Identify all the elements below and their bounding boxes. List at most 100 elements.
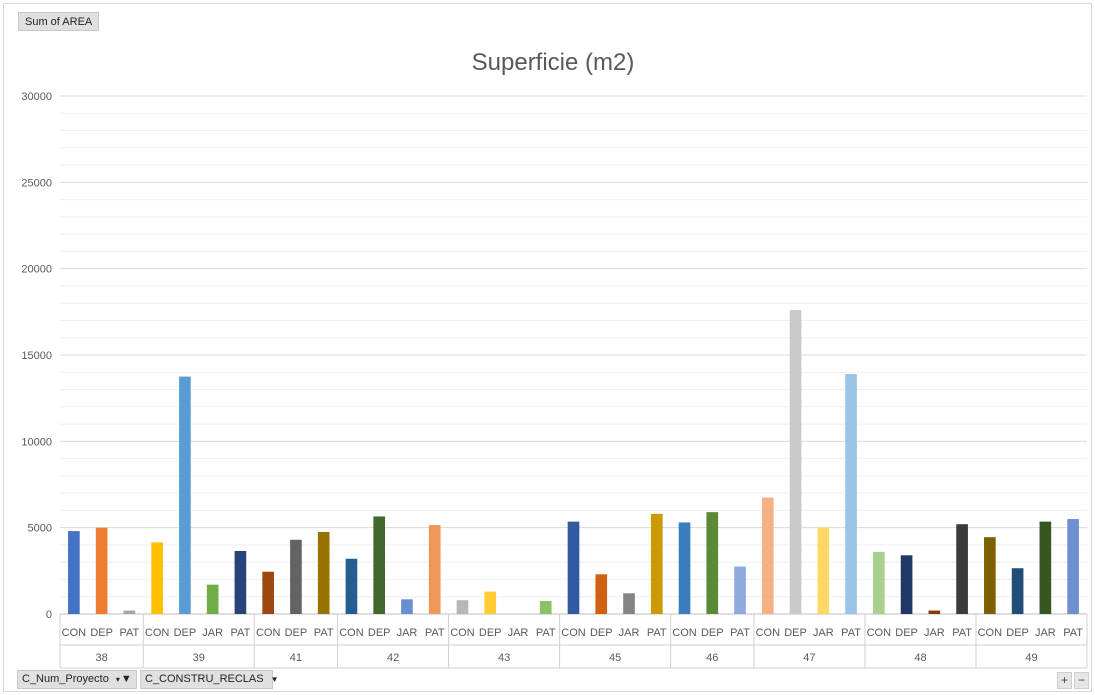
bar-49-dep[interactable]: [1011, 568, 1024, 614]
y-tick-label: 5000: [28, 523, 52, 535]
y-tick-label: 20000: [21, 264, 52, 276]
x-group-label: 42: [387, 652, 399, 664]
y-tick-label: 15000: [21, 350, 52, 362]
value-field-button[interactable]: Sum of AREA: [18, 12, 100, 31]
bar-43-con[interactable]: [456, 600, 469, 614]
axis-field-label: C_Num_Proyecto: [22, 673, 109, 685]
y-tick-label: 10000: [21, 436, 52, 448]
x-category-label: PAT: [120, 627, 140, 639]
x-category-label: DEP: [1006, 627, 1029, 639]
x-category-label: DEP: [701, 627, 724, 639]
bar-45-pat[interactable]: [650, 513, 663, 614]
x-category-label: PAT: [536, 627, 556, 639]
bar-41-pat[interactable]: [317, 531, 330, 614]
x-category-label: JAR: [397, 627, 418, 639]
x-category-label: CON: [756, 627, 781, 639]
bar-45-dep[interactable]: [595, 574, 608, 614]
dropdown-arrow-icon: ▼: [270, 675, 279, 684]
x-group-label: 39: [193, 652, 205, 664]
x-category-label: DEP: [895, 627, 918, 639]
bar-45-con[interactable]: [567, 521, 580, 614]
axis-field-label: C_CONSTRU_RECLAS: [145, 673, 264, 685]
x-category-label: PAT: [1063, 627, 1083, 639]
y-tick-label: 25000: [21, 177, 52, 189]
x-category-label: DEP: [285, 627, 308, 639]
x-category-label: CON: [145, 627, 170, 639]
x-category-label: PAT: [231, 627, 251, 639]
bar-39-jar[interactable]: [206, 584, 219, 614]
x-group-label: 43: [498, 652, 510, 664]
x-group-label: 49: [1025, 652, 1037, 664]
x-category-label: DEP: [174, 627, 197, 639]
bar-41-dep[interactable]: [290, 539, 302, 614]
bar-42-pat[interactable]: [428, 525, 441, 614]
bar-45-jar[interactable]: [623, 593, 635, 614]
x-category-label: CON: [256, 627, 281, 639]
bar-38-con[interactable]: [68, 531, 80, 614]
x-category-label: CON: [672, 627, 697, 639]
bar-48-pat[interactable]: [956, 524, 968, 614]
bar-46-con[interactable]: [678, 522, 691, 614]
x-group-label: 48: [914, 652, 926, 664]
bar-47-pat[interactable]: [845, 373, 857, 614]
bar-42-dep[interactable]: [373, 516, 386, 614]
bar-46-pat[interactable]: [734, 566, 746, 614]
bar-49-jar[interactable]: [1039, 521, 1052, 614]
x-category-label: JAR: [202, 627, 223, 639]
x-category-label: PAT: [952, 627, 972, 639]
x-category-label: PAT: [647, 627, 667, 639]
axis-field-button-reclas[interactable]: C_CONSTRU_RECLAS ▼: [140, 670, 279, 689]
bar-48-con[interactable]: [872, 551, 885, 614]
x-category-label: CON: [339, 627, 364, 639]
bar-39-dep[interactable]: [179, 376, 191, 614]
x-category-label: JAR: [924, 627, 945, 639]
x-category-label: JAR: [508, 627, 529, 639]
x-group-label: 38: [96, 652, 108, 664]
bars: [68, 310, 1079, 614]
filter-icon: ▼: [120, 673, 132, 685]
x-category-label: CON: [62, 627, 87, 639]
bar-42-con[interactable]: [345, 558, 358, 614]
x-category-label: DEP: [368, 627, 391, 639]
bar-39-pat[interactable]: [234, 550, 247, 614]
axis-field-button-proyecto[interactable]: C_Num_Proyecto ▾▼: [17, 670, 137, 689]
bar-39-con[interactable]: [151, 542, 163, 614]
bar-43-dep[interactable]: [484, 591, 497, 614]
bar-41-con[interactable]: [262, 571, 275, 614]
x-category-label: DEP: [590, 627, 613, 639]
x-group-label: 41: [290, 652, 302, 664]
dropdown-arrow-icon: ▾: [115, 675, 120, 684]
bar-49-con[interactable]: [984, 537, 996, 614]
x-category-label: CON: [978, 627, 1003, 639]
expand-button[interactable]: +: [1057, 672, 1072, 689]
bar-42-jar[interactable]: [401, 599, 413, 614]
y-tick-label: 30000: [21, 91, 52, 103]
bar-43-pat[interactable]: [539, 601, 552, 614]
y-tick-label: 0: [46, 609, 52, 621]
x-category-label: CON: [867, 627, 892, 639]
bar-46-dep[interactable]: [706, 512, 719, 614]
x-group-label: 45: [609, 652, 621, 664]
collapse-button[interactable]: −: [1074, 672, 1089, 689]
x-category-label: DEP: [479, 627, 502, 639]
x-category-label: JAR: [813, 627, 834, 639]
bar-48-jar[interactable]: [928, 610, 941, 614]
x-category-label: PAT: [425, 627, 445, 639]
bar-38-dep[interactable]: [95, 527, 108, 614]
bar-47-jar[interactable]: [817, 527, 830, 614]
x-category-label: JAR: [1035, 627, 1056, 639]
x-category-label: CON: [450, 627, 475, 639]
bar-49-pat[interactable]: [1067, 519, 1079, 614]
bar-38-pat[interactable]: [123, 610, 136, 614]
bar-47-con[interactable]: [761, 497, 774, 614]
chart-title: Superficie (m2): [472, 49, 635, 76]
bar-48-dep[interactable]: [900, 555, 913, 614]
x-category-label: CON: [561, 627, 586, 639]
x-category-label: DEP: [90, 627, 113, 639]
y-axis: 0 5000 10000 15000 20000 25000 30000: [21, 91, 52, 621]
zoom-controls: + −: [1057, 672, 1089, 689]
bar-47-dep[interactable]: [789, 310, 802, 614]
x-category-label: DEP: [784, 627, 807, 639]
